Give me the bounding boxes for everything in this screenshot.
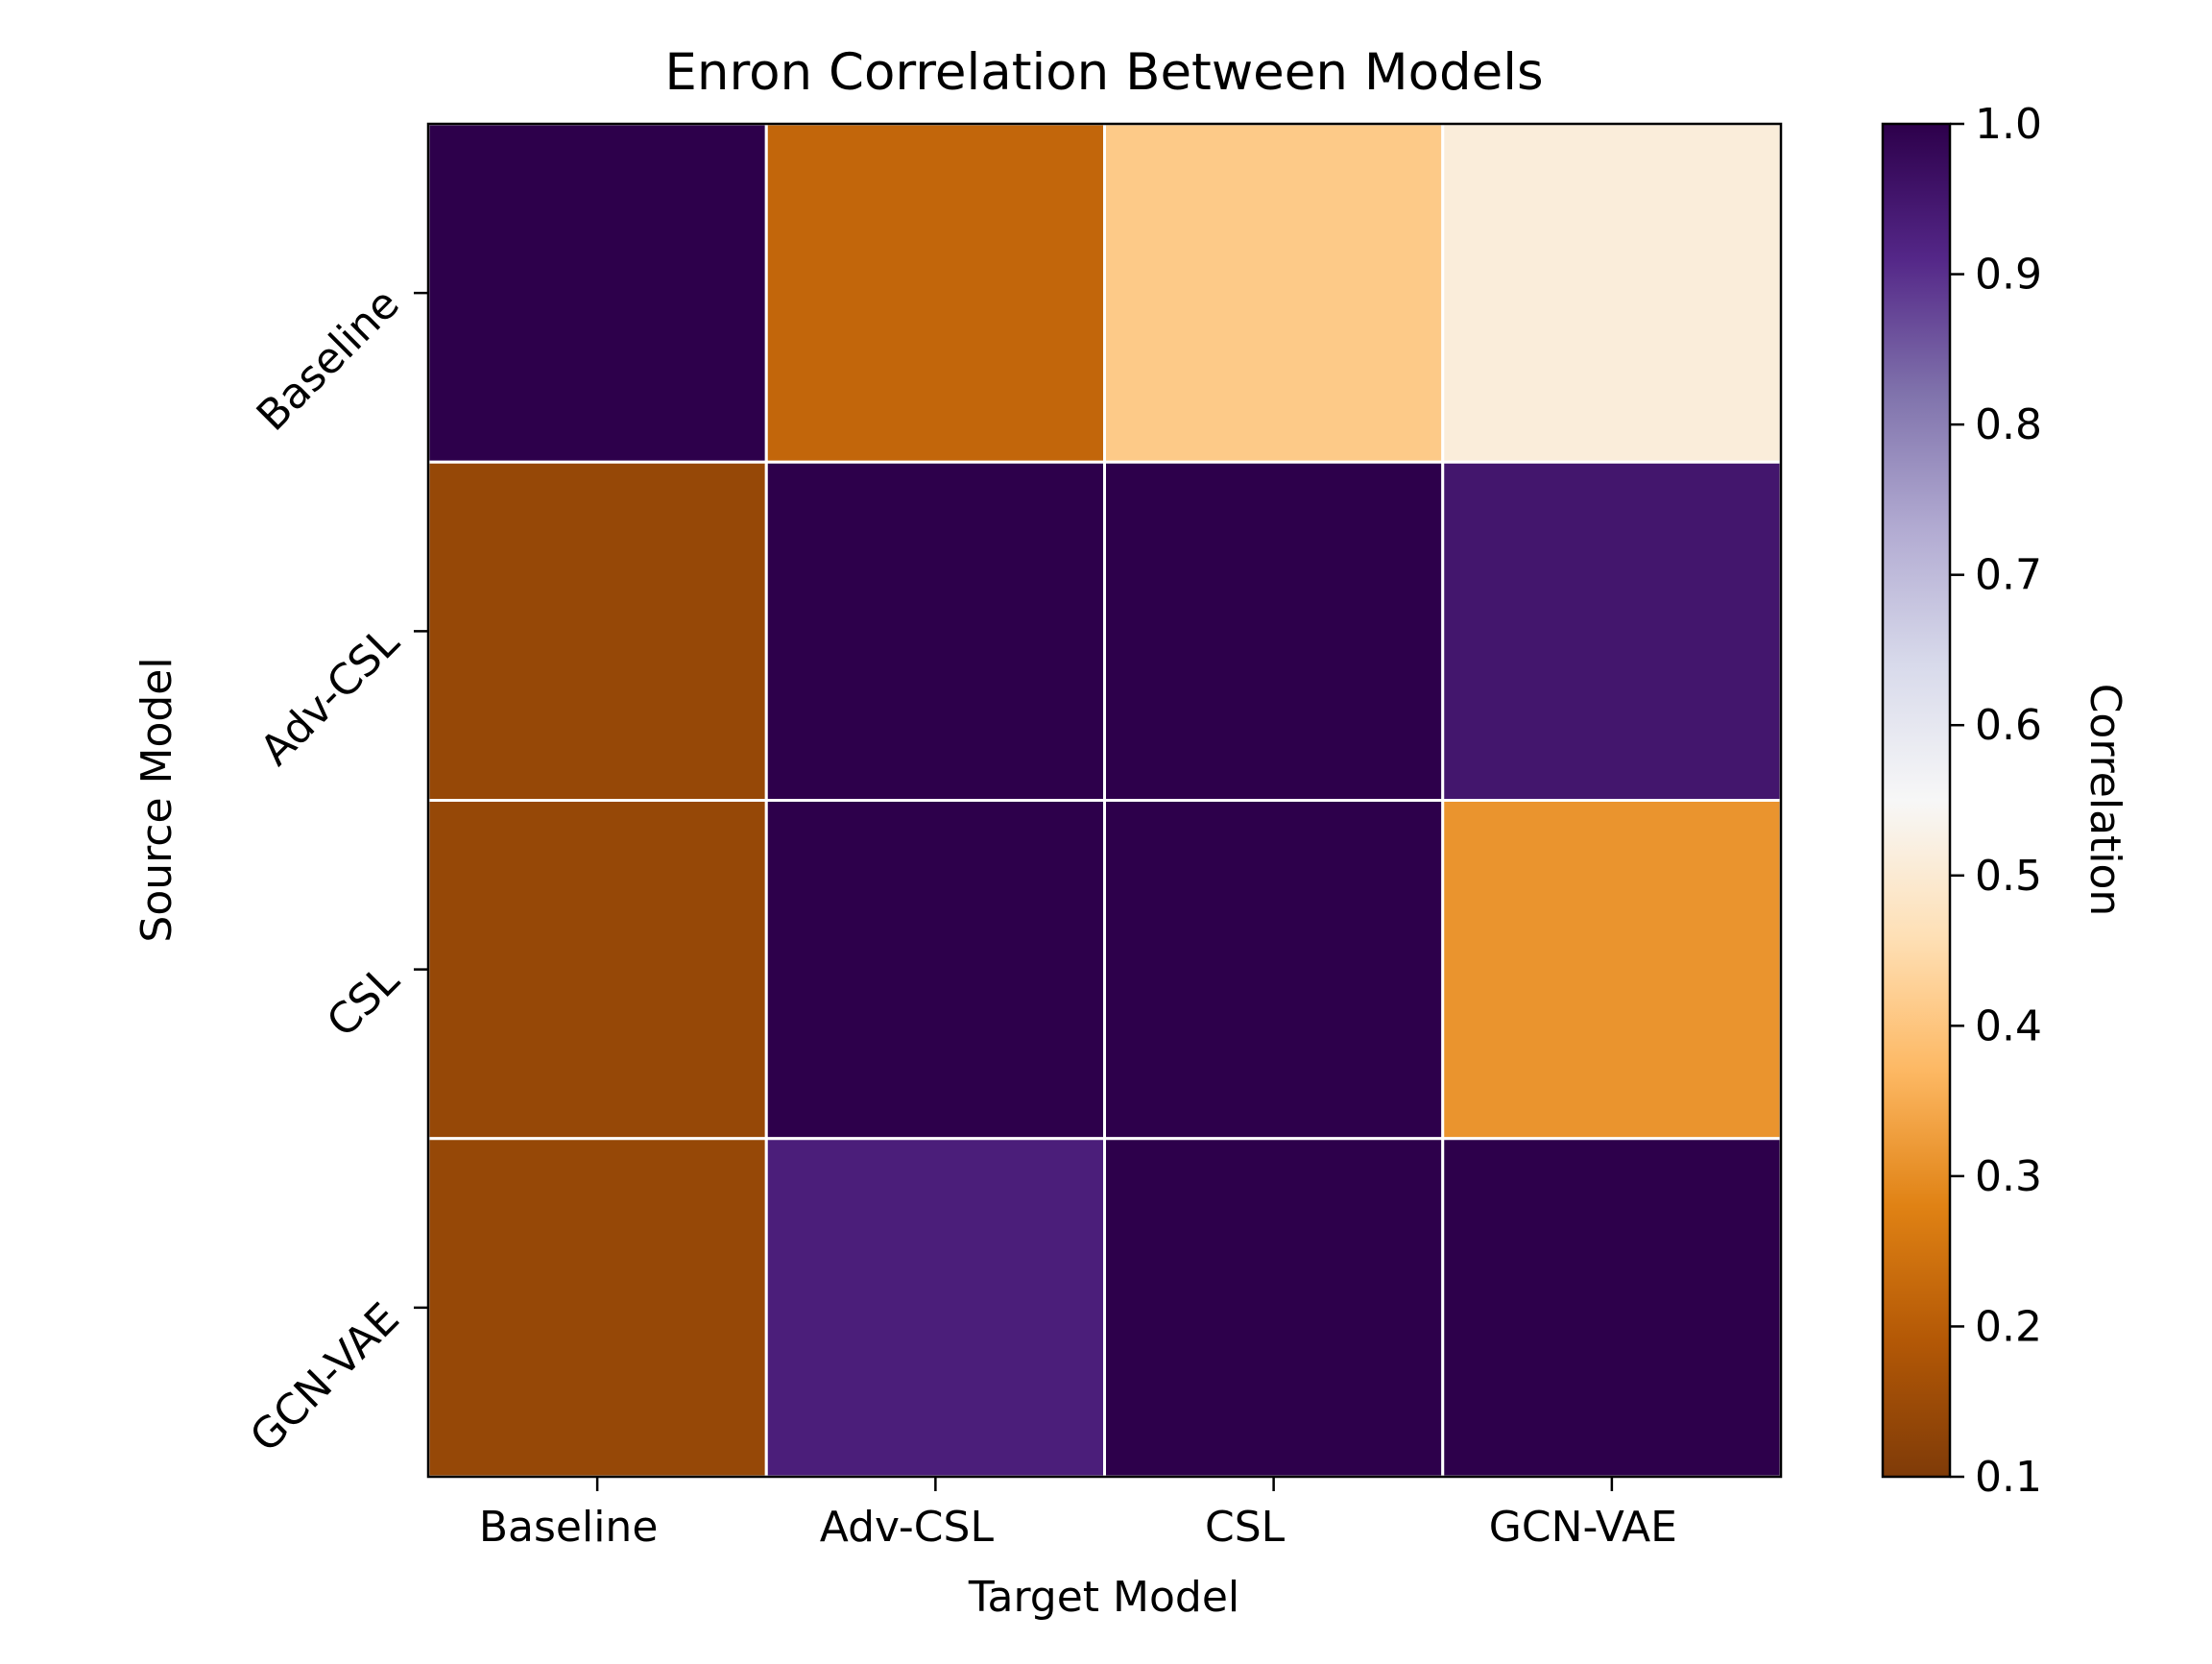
colorbar-tick-label: 0.2 — [1975, 1302, 2042, 1351]
heatmap-cell-2-3 — [1441, 799, 1783, 1141]
y-tick-label: Adv-CSL — [252, 617, 410, 776]
x-tick-label: Baseline — [479, 1503, 659, 1552]
heatmap-cell-0-1 — [764, 122, 1106, 464]
x-tick-label: CSL — [1205, 1503, 1286, 1552]
colorbar: 0.1 0.2 0.3 0.4 0.5 0.6 0.7 0.8 0.9 1.0 Correlati… — [1881, 100, 2129, 1502]
x-axis: Baseline Adv-CSL CSL GCN-VAE — [479, 1477, 1677, 1552]
colorbar-tick-label: 0.8 — [1975, 400, 2042, 449]
x-axis-label: Target Model — [968, 1573, 1239, 1622]
y-tick-label: Baseline — [248, 279, 409, 441]
heatmap-cell-1-1 — [764, 460, 1106, 802]
colorbar-tick-label: 0.1 — [1975, 1453, 2042, 1502]
heatmap-cell-2-0 — [426, 799, 768, 1141]
heatmap-cell-0-0 — [426, 122, 768, 464]
y-tick-label: CSL — [318, 955, 409, 1047]
heatmap-cell-0-3 — [1441, 122, 1783, 464]
heatmap-cell-3-2 — [1103, 1137, 1445, 1479]
heatmap-cell-3-0 — [426, 1137, 768, 1479]
x-tick-label: Adv-CSL — [820, 1503, 995, 1552]
chart-title: Enron Correlation Between Models — [664, 43, 1543, 102]
colorbar-tick-label: 1.0 — [1975, 100, 2042, 149]
heatmap-cell-2-2 — [1103, 799, 1445, 1141]
heatmap-cells — [426, 122, 1783, 1479]
colorbar-tick-label: 0.7 — [1975, 551, 2042, 600]
colorbar-tick-label: 0.5 — [1975, 852, 2042, 901]
x-tick-label: GCN-VAE — [1489, 1503, 1677, 1552]
heatmap-cell-1-0 — [426, 460, 768, 802]
heatmap-cell-3-3 — [1441, 1137, 1783, 1479]
heatmap-cell-1-3 — [1441, 460, 1783, 802]
heatmap-cell-2-1 — [764, 799, 1106, 1141]
plot-frame — [426, 122, 1783, 1479]
colorbar-tick-label: 0.6 — [1975, 701, 2042, 750]
colorbar-tick-label: 0.3 — [1975, 1152, 2042, 1201]
heatmap-cell-3-1 — [764, 1137, 1106, 1479]
heatmap-cell-1-2 — [1103, 460, 1445, 802]
colorbar-tick-label: 0.4 — [1975, 1001, 2042, 1050]
colorbar-label: Correlation — [2080, 684, 2129, 917]
y-axis: Baseline Adv-CSL CSL GCN-VAE — [241, 279, 428, 1462]
colorbar-tick-label: 0.9 — [1975, 251, 2042, 300]
heatmap-cell-0-2 — [1103, 122, 1445, 464]
colorbar-ticks: 0.1 0.2 0.3 0.4 0.5 0.6 0.7 0.8 0.9 1.0 — [1950, 100, 2042, 1502]
y-axis-label: Source Model — [132, 657, 181, 942]
y-tick-label: GCN-VAE — [241, 1294, 409, 1462]
colorbar-gradient-bar — [1881, 122, 1952, 1479]
